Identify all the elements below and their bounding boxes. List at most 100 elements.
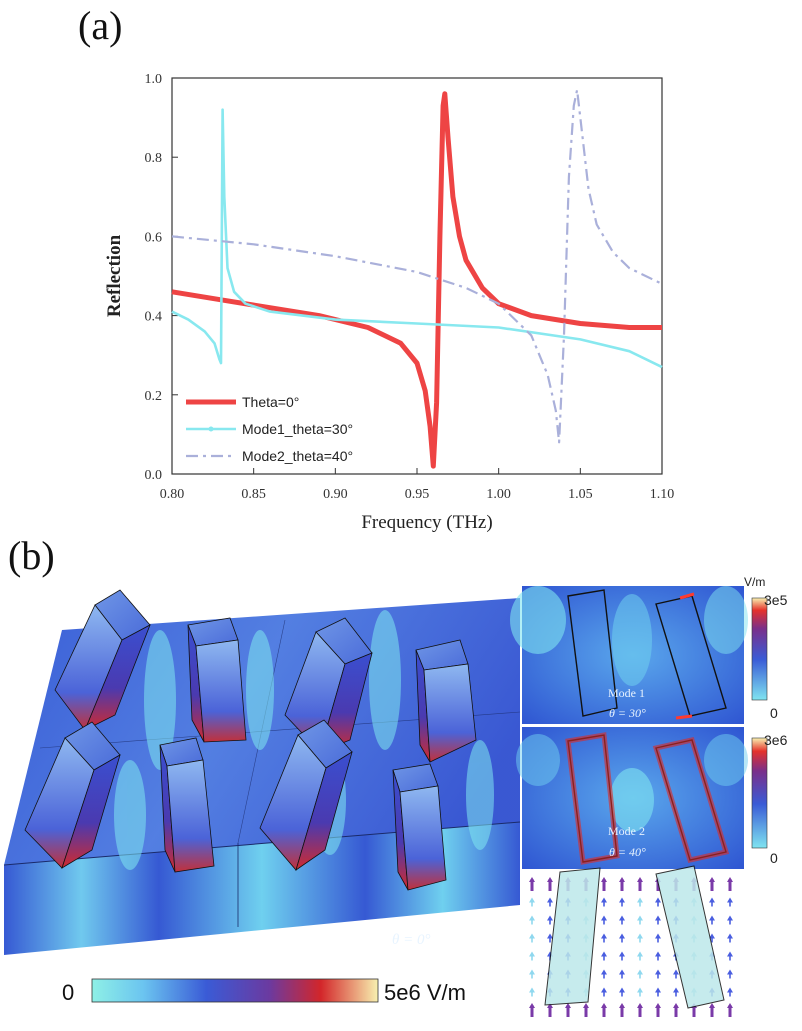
field-arrow-head bbox=[637, 1003, 643, 1008]
panel-b-label: (b) bbox=[8, 533, 55, 578]
field-arrow-head bbox=[709, 987, 715, 993]
field-arrow-head bbox=[565, 933, 571, 939]
field-arrow-head bbox=[727, 969, 733, 975]
inset2-cb-min: 0 bbox=[770, 850, 778, 866]
field-arrow-head bbox=[727, 897, 733, 903]
field-arrow-head bbox=[547, 1003, 553, 1008]
field-arrow-head bbox=[655, 933, 661, 939]
series-line-2 bbox=[171, 108, 663, 369]
field-arrow-head bbox=[691, 933, 697, 939]
field-arrow-head bbox=[619, 987, 625, 993]
field-arrow-head bbox=[637, 933, 643, 939]
field-arrow-head bbox=[637, 897, 643, 903]
field-arrow-head bbox=[619, 915, 625, 921]
field-arrow-head bbox=[655, 897, 661, 903]
field-arrow-head bbox=[583, 951, 589, 957]
y-axis-label: Reflection bbox=[104, 234, 125, 317]
field-arrow-head bbox=[529, 969, 535, 975]
resonator-block bbox=[187, 617, 247, 743]
x-tick-label: 1.10 bbox=[650, 487, 675, 502]
x-tick-label: 0.90 bbox=[323, 487, 348, 502]
field-arrow-head bbox=[619, 877, 625, 882]
field-arrow-head bbox=[637, 877, 643, 882]
resonator-block bbox=[415, 639, 477, 763]
field-arrow-head bbox=[709, 951, 715, 957]
field-arrow-head bbox=[547, 877, 553, 882]
legend-label-1: Theta=0° bbox=[242, 394, 299, 410]
inset-unit: V/m bbox=[744, 575, 766, 589]
field-arrow-head bbox=[601, 969, 607, 975]
y-tick-label: 0.2 bbox=[145, 389, 163, 404]
field-arrow-head bbox=[565, 987, 571, 993]
field-arrow-head bbox=[691, 897, 697, 903]
field-arrow-head bbox=[565, 1003, 571, 1008]
field-arrow-head bbox=[565, 897, 571, 903]
field-arrow-head bbox=[529, 897, 535, 903]
field-arrow-head bbox=[655, 987, 661, 993]
x-tick-label: 0.80 bbox=[160, 487, 185, 502]
main-colorbar-max: 5e6 V/m bbox=[384, 980, 466, 1005]
field-arrow-head bbox=[619, 969, 625, 975]
field-arrow-head bbox=[691, 915, 697, 921]
field-arrow-head bbox=[619, 933, 625, 939]
resonator-block bbox=[392, 763, 447, 891]
inset1-colorbar bbox=[751, 597, 768, 701]
field-arrow-head bbox=[691, 987, 697, 993]
inset2-mode-label: Mode 2 bbox=[608, 824, 645, 838]
field-arrow-head bbox=[547, 915, 553, 921]
field-arrow-head bbox=[619, 951, 625, 957]
field-arrow-head bbox=[565, 969, 571, 975]
field-arrow-head bbox=[601, 951, 607, 957]
field-arrow-head bbox=[601, 897, 607, 903]
y-tick-label: 0.4 bbox=[145, 310, 163, 325]
legend-label-3: Mode2_theta=40° bbox=[242, 448, 353, 464]
field-arrow-head bbox=[619, 1003, 625, 1008]
inset2-colorbar bbox=[751, 737, 768, 849]
field-arrow-head bbox=[691, 877, 697, 882]
field-arrow-head bbox=[673, 897, 679, 903]
x-tick-label: 0.85 bbox=[241, 487, 266, 502]
field-arrow-head bbox=[673, 951, 679, 957]
panel-a-label: (a) bbox=[78, 3, 123, 48]
field-arrow-head bbox=[565, 877, 571, 882]
resonator-block bbox=[159, 737, 215, 873]
y-tick-label: 0.8 bbox=[145, 151, 163, 166]
field-arrow-head bbox=[709, 897, 715, 903]
field-arrow-head bbox=[709, 877, 715, 882]
field-arrow-head bbox=[583, 877, 589, 882]
field-arrow-head bbox=[565, 915, 571, 921]
field-arrow-head bbox=[529, 951, 535, 957]
field-arrow-head bbox=[529, 987, 535, 993]
x-tick-label: 0.95 bbox=[405, 487, 430, 502]
field-arrow-head bbox=[655, 969, 661, 975]
inset-mode1: Mode 1 θ = 30° bbox=[510, 586, 768, 724]
series-line-3 bbox=[171, 88, 663, 444]
field-arrow-head bbox=[529, 877, 535, 882]
legend-marker bbox=[208, 399, 214, 405]
field-arrow-head bbox=[601, 987, 607, 993]
legend-marker bbox=[208, 426, 214, 432]
main-colorbar bbox=[91, 978, 379, 1003]
series-layer bbox=[171, 88, 663, 469]
legend: Theta=0° Mode1_theta=30° Mode2_theta=40° bbox=[186, 394, 353, 464]
field-arrow-head bbox=[673, 987, 679, 993]
vector-field-inset bbox=[522, 865, 744, 1028]
legend-label-2: Mode1_theta=30° bbox=[242, 421, 353, 437]
field-arrow-head bbox=[547, 897, 553, 903]
field-arrow-head bbox=[673, 969, 679, 975]
inset2-cb-max: 3e6 bbox=[764, 732, 788, 748]
field-arrow-head bbox=[709, 1003, 715, 1008]
y-tick-label: 0.6 bbox=[145, 230, 163, 245]
field-arrow-head bbox=[637, 987, 643, 993]
field-arrow-head bbox=[637, 915, 643, 921]
inset1-mode-label: Mode 1 bbox=[608, 686, 645, 700]
field-arrow-head bbox=[727, 933, 733, 939]
field-arrow-head bbox=[727, 915, 733, 921]
field-arrow-head bbox=[727, 987, 733, 993]
field-arrow-head bbox=[727, 951, 733, 957]
reflection-chart: 0.80 0.85 0.90 0.95 1.00 1.05 1.10 0.0 0.2 0.4 0.6… bbox=[104, 72, 675, 533]
inset2-angle-label: θ = 40° bbox=[609, 845, 646, 859]
field-arrow-head bbox=[637, 969, 643, 975]
field-arrows bbox=[529, 877, 733, 1017]
resonator-block bbox=[54, 589, 151, 731]
